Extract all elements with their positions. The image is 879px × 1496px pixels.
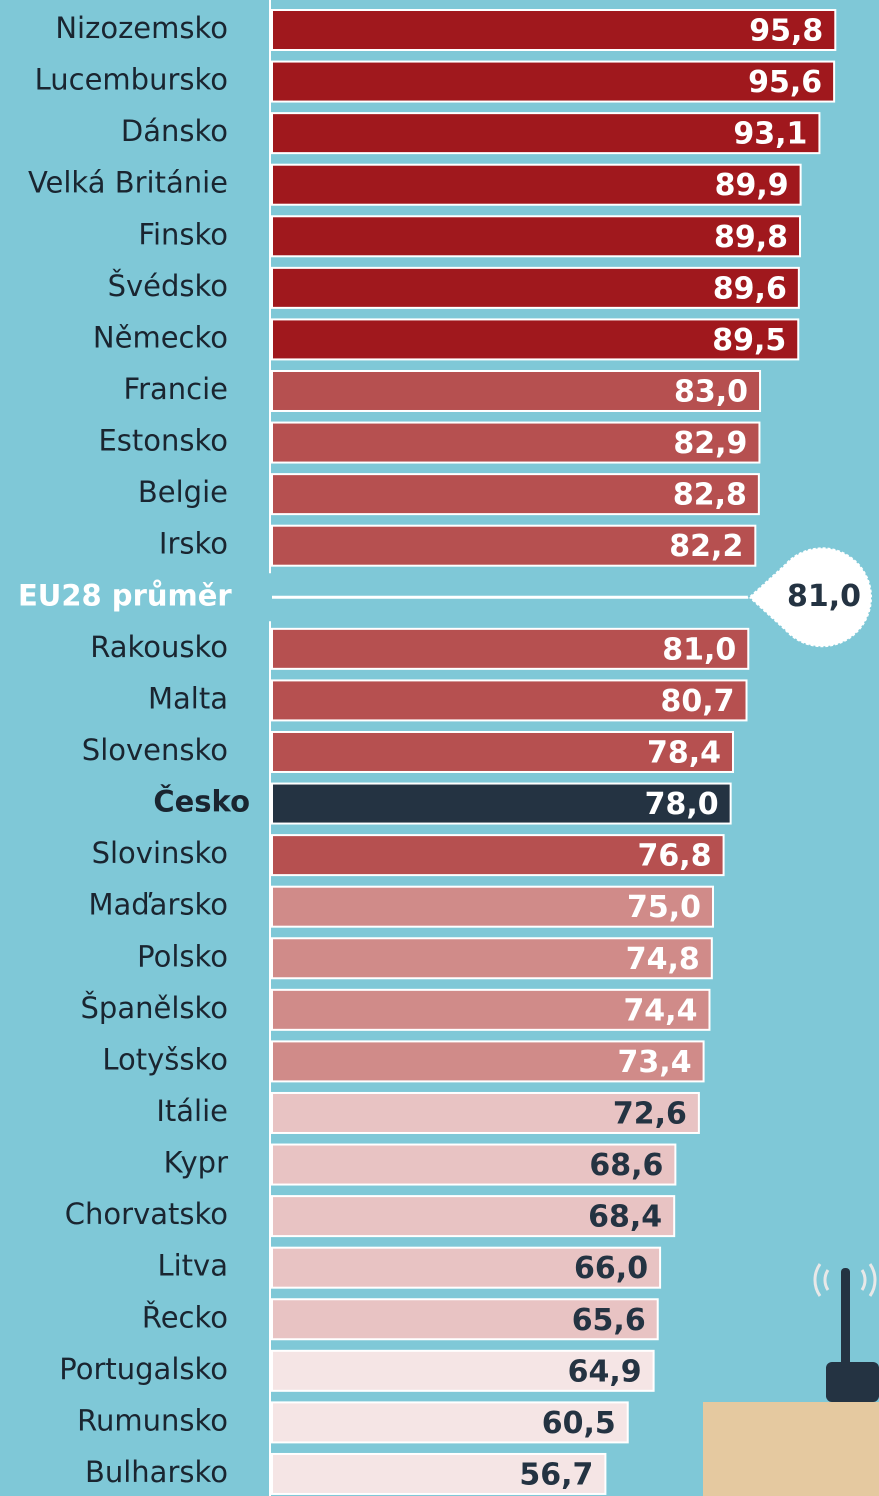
value-label: 83,0 — [674, 374, 748, 409]
average-label: EU28 průměr — [18, 578, 232, 612]
category-label: Polsko — [137, 939, 228, 973]
category-label: Maďarsko — [88, 888, 228, 922]
category-label: Švédsko — [108, 269, 228, 303]
category-label: Kypr — [164, 1146, 228, 1180]
category-label: Německo — [93, 320, 228, 354]
value-label: 89,6 — [713, 271, 787, 306]
page: Nizozemsko 95,8 Lucembursko 95,6 Dánsko 93,1 V… — [0, 0, 879, 1496]
category-label: Francie — [124, 372, 229, 406]
category-label: Lotyšsko — [102, 1042, 228, 1076]
value-label: 68,6 — [589, 1148, 663, 1183]
value-label: 82,8 — [673, 478, 747, 513]
category-label: Finsko — [138, 217, 228, 251]
value-label: 65,6 — [572, 1303, 646, 1338]
category-label: Dánsko — [121, 114, 228, 148]
value-label: 72,6 — [613, 1096, 687, 1131]
value-label: 76,8 — [638, 839, 712, 874]
category-label: Chorvatsko — [65, 1197, 228, 1231]
category-label: Irsko — [159, 527, 228, 561]
category-label: Rakousko — [90, 630, 228, 664]
value-label: 56,7 — [519, 1457, 593, 1492]
value-label: 78,0 — [645, 787, 719, 822]
chart: Nizozemsko 95,8 Lucembursko 95,6 Dánsko 93,1 V… — [0, 0, 879, 1496]
category-label: Estonsko — [98, 424, 228, 458]
value-label: 78,4 — [647, 735, 721, 770]
category-label: Bulharsko — [85, 1455, 228, 1489]
category-label: Belgie — [138, 475, 228, 509]
category-label: Portugalsko — [59, 1352, 228, 1386]
value-label: 80,7 — [660, 684, 734, 719]
category-label: Slovensko — [82, 733, 228, 767]
value-label: 64,9 — [568, 1354, 642, 1389]
value-label: 95,6 — [748, 65, 822, 100]
average-value: 81,0 — [787, 579, 861, 614]
category-label: Malta — [148, 681, 228, 715]
value-label: 66,0 — [574, 1251, 648, 1286]
value-label: 75,0 — [627, 890, 701, 925]
category-label: Řecko — [142, 1300, 228, 1334]
value-label: 74,8 — [626, 942, 700, 977]
value-label: 74,4 — [623, 993, 697, 1028]
value-label: 60,5 — [542, 1406, 616, 1441]
category-label: Slovinsko — [92, 836, 228, 870]
value-label: 93,1 — [733, 117, 807, 152]
category-label: Itálie — [156, 1094, 228, 1128]
category-label: Nizozemsko — [55, 11, 228, 45]
value-label: 89,9 — [715, 168, 789, 203]
value-label: 89,8 — [714, 220, 788, 255]
category-label: Česko — [153, 785, 250, 819]
category-label: Velká Británie — [28, 166, 228, 200]
category-label: Litva — [157, 1249, 228, 1283]
value-label: 95,8 — [749, 14, 823, 49]
value-label: 68,4 — [588, 1200, 662, 1235]
value-label: 73,4 — [618, 1045, 692, 1080]
value-label: 89,5 — [712, 323, 786, 358]
category-label: Rumunsko — [77, 1403, 228, 1437]
category-label: Španělsko — [81, 991, 228, 1025]
value-label: 82,2 — [669, 529, 743, 564]
value-label: 82,9 — [673, 426, 747, 461]
value-label: 81,0 — [662, 632, 736, 667]
category-label: Lucembursko — [35, 63, 228, 97]
